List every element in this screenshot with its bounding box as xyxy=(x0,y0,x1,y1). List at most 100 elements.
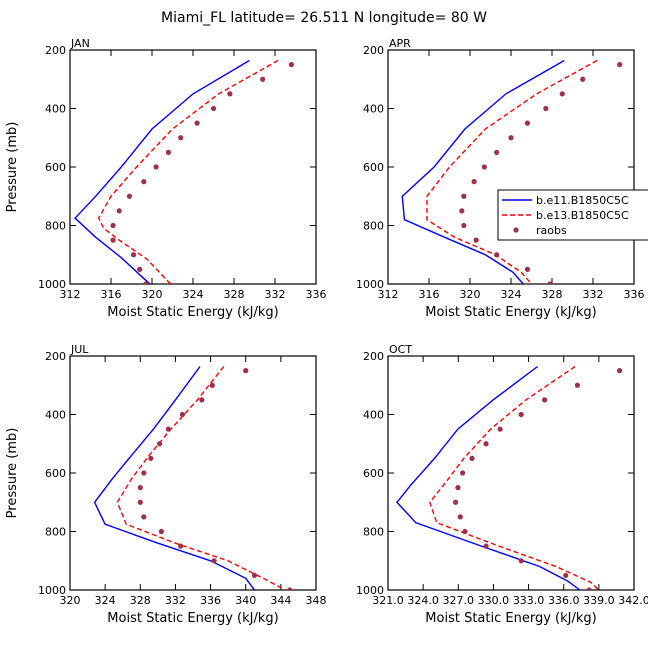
raobs-point xyxy=(110,237,116,243)
raobs-point xyxy=(179,411,186,418)
raobs-point xyxy=(251,572,258,578)
x-axis-label: Moist Static Energy (kJ/kg) xyxy=(425,611,596,626)
raobs-point xyxy=(457,514,463,520)
raobs-point xyxy=(483,543,489,549)
x-tick-label: 328 xyxy=(542,288,563,301)
raobs-point xyxy=(137,485,143,491)
raobs-point xyxy=(141,470,147,476)
raobs-point xyxy=(209,382,215,388)
raobs-point xyxy=(481,164,487,170)
y-tick-label: 800 xyxy=(363,526,384,539)
x-tick-label: 339.0 xyxy=(583,594,615,607)
panel-oct: OCT 321.0 324.0 327.0 330.0 333.0 336.0 339.0 34… xyxy=(356,343,648,626)
x-tick-label: 332 xyxy=(165,594,186,607)
raobs-point xyxy=(143,281,149,284)
raobs-point xyxy=(178,135,184,141)
b-e13-line xyxy=(116,366,286,590)
legend: b.e11.B1850C5C b.e13.B1850C5C raobs xyxy=(497,189,648,241)
raobs-point xyxy=(148,455,154,461)
x-tick-label: 340 xyxy=(235,594,256,607)
panel-apr: APR 312 316 320 324 328 332 336 200 400 600 800 1000… xyxy=(356,37,645,320)
plot-frame xyxy=(387,355,635,591)
y-tick-label: 400 xyxy=(363,103,384,116)
x-tick-label: 316 xyxy=(101,288,122,301)
y-tick-label: 1000 xyxy=(356,278,384,291)
x-tick-label: 336 xyxy=(624,288,645,301)
raobs-point xyxy=(157,441,163,447)
y-tick-label: 1000 xyxy=(38,278,66,291)
raobs-point xyxy=(518,558,524,564)
raobs-point xyxy=(494,252,500,258)
y-tick-label: 800 xyxy=(45,526,66,539)
legend-label: raobs xyxy=(536,224,567,237)
x-tick-label: 316 xyxy=(419,288,440,301)
raobs-point xyxy=(194,120,200,126)
x-tick-label: 342.0 xyxy=(618,594,648,607)
y-axis-label: Pressure (mb) xyxy=(5,122,20,213)
panel-label: JUL xyxy=(70,343,89,356)
x-tick-label: 320 xyxy=(460,288,481,301)
y-tick-label: 400 xyxy=(45,103,66,116)
y-tick-label: 600 xyxy=(45,161,66,174)
panels: JAN 312 316 320 324 328 332 336 200 400 600 800 1000… xyxy=(5,37,648,626)
x-tick-label: 332 xyxy=(265,288,286,301)
b-e11-line xyxy=(396,365,581,590)
y-tick-label: 200 xyxy=(363,350,384,363)
b-e13-line xyxy=(426,59,598,284)
raobs-point xyxy=(165,149,171,155)
x-tick-label: 321.0 xyxy=(372,594,404,607)
y-tick-label: 800 xyxy=(45,220,66,233)
raobs-point xyxy=(455,485,461,491)
b-e11-line xyxy=(401,59,565,284)
raobs-point xyxy=(469,455,475,461)
raobs-point xyxy=(580,76,586,82)
raobs-point xyxy=(494,149,500,155)
raobs-point xyxy=(524,266,531,272)
y-tick-label: 400 xyxy=(45,409,66,422)
x-tick-label: 324 xyxy=(95,594,116,607)
raobs-point xyxy=(243,368,249,374)
raobs-point xyxy=(211,558,217,564)
raobs-point xyxy=(260,76,266,82)
x-tick-label: 330.0 xyxy=(478,594,510,607)
x-axis-label: Moist Static Energy (kJ/kg) xyxy=(107,611,278,626)
x-tick-label: 312 xyxy=(378,288,399,301)
raobs-point xyxy=(497,426,503,432)
raobs-point xyxy=(559,91,565,97)
y-tick-label: 1000 xyxy=(38,584,66,597)
panel-label: JAN xyxy=(70,37,90,50)
x-tick-label: 320 xyxy=(60,594,81,607)
panel-jul: JUL 320 324 328 332 336 340 344 348 200 400 600 800 1… xyxy=(5,343,327,626)
x-tick-label: 333.0 xyxy=(513,594,545,607)
raobs-point xyxy=(543,105,549,112)
raobs-point xyxy=(518,411,524,418)
raobs-point xyxy=(126,193,133,199)
raobs-point xyxy=(461,193,467,199)
panel-jan: JAN 312 316 320 324 328 332 336 200 400 600 800 1000… xyxy=(5,37,327,320)
raobs-point xyxy=(471,179,477,185)
raobs-point xyxy=(153,164,159,170)
legend-label: b.e11.B1850C5C xyxy=(536,194,629,207)
raobs-point xyxy=(524,120,531,126)
raobs-point xyxy=(137,266,143,272)
y-tick-label: 200 xyxy=(363,44,384,57)
b-e11-line xyxy=(74,59,250,284)
y-tick-label: 800 xyxy=(363,220,384,233)
panel-label: APR xyxy=(389,37,411,50)
x-tick-label: 344 xyxy=(270,594,291,607)
x-tick-label: 324 xyxy=(501,288,522,301)
y-tick-label: 600 xyxy=(363,161,384,174)
panel-label: OCT xyxy=(389,343,412,356)
raobs-point xyxy=(616,368,623,374)
plot-frame xyxy=(387,49,635,285)
y-axis-label: Pressure (mb) xyxy=(5,428,20,519)
raobs-point xyxy=(165,426,171,432)
series-group xyxy=(396,365,623,590)
raobs-point xyxy=(508,135,514,141)
x-axis-label: Moist Static Energy (kJ/kg) xyxy=(107,305,278,320)
series-group xyxy=(401,59,623,284)
figure-title: Miami_FL latitude= 26.511 N longitude= 8… xyxy=(161,10,487,26)
raobs-point xyxy=(461,222,467,229)
plot-frame xyxy=(69,49,317,285)
